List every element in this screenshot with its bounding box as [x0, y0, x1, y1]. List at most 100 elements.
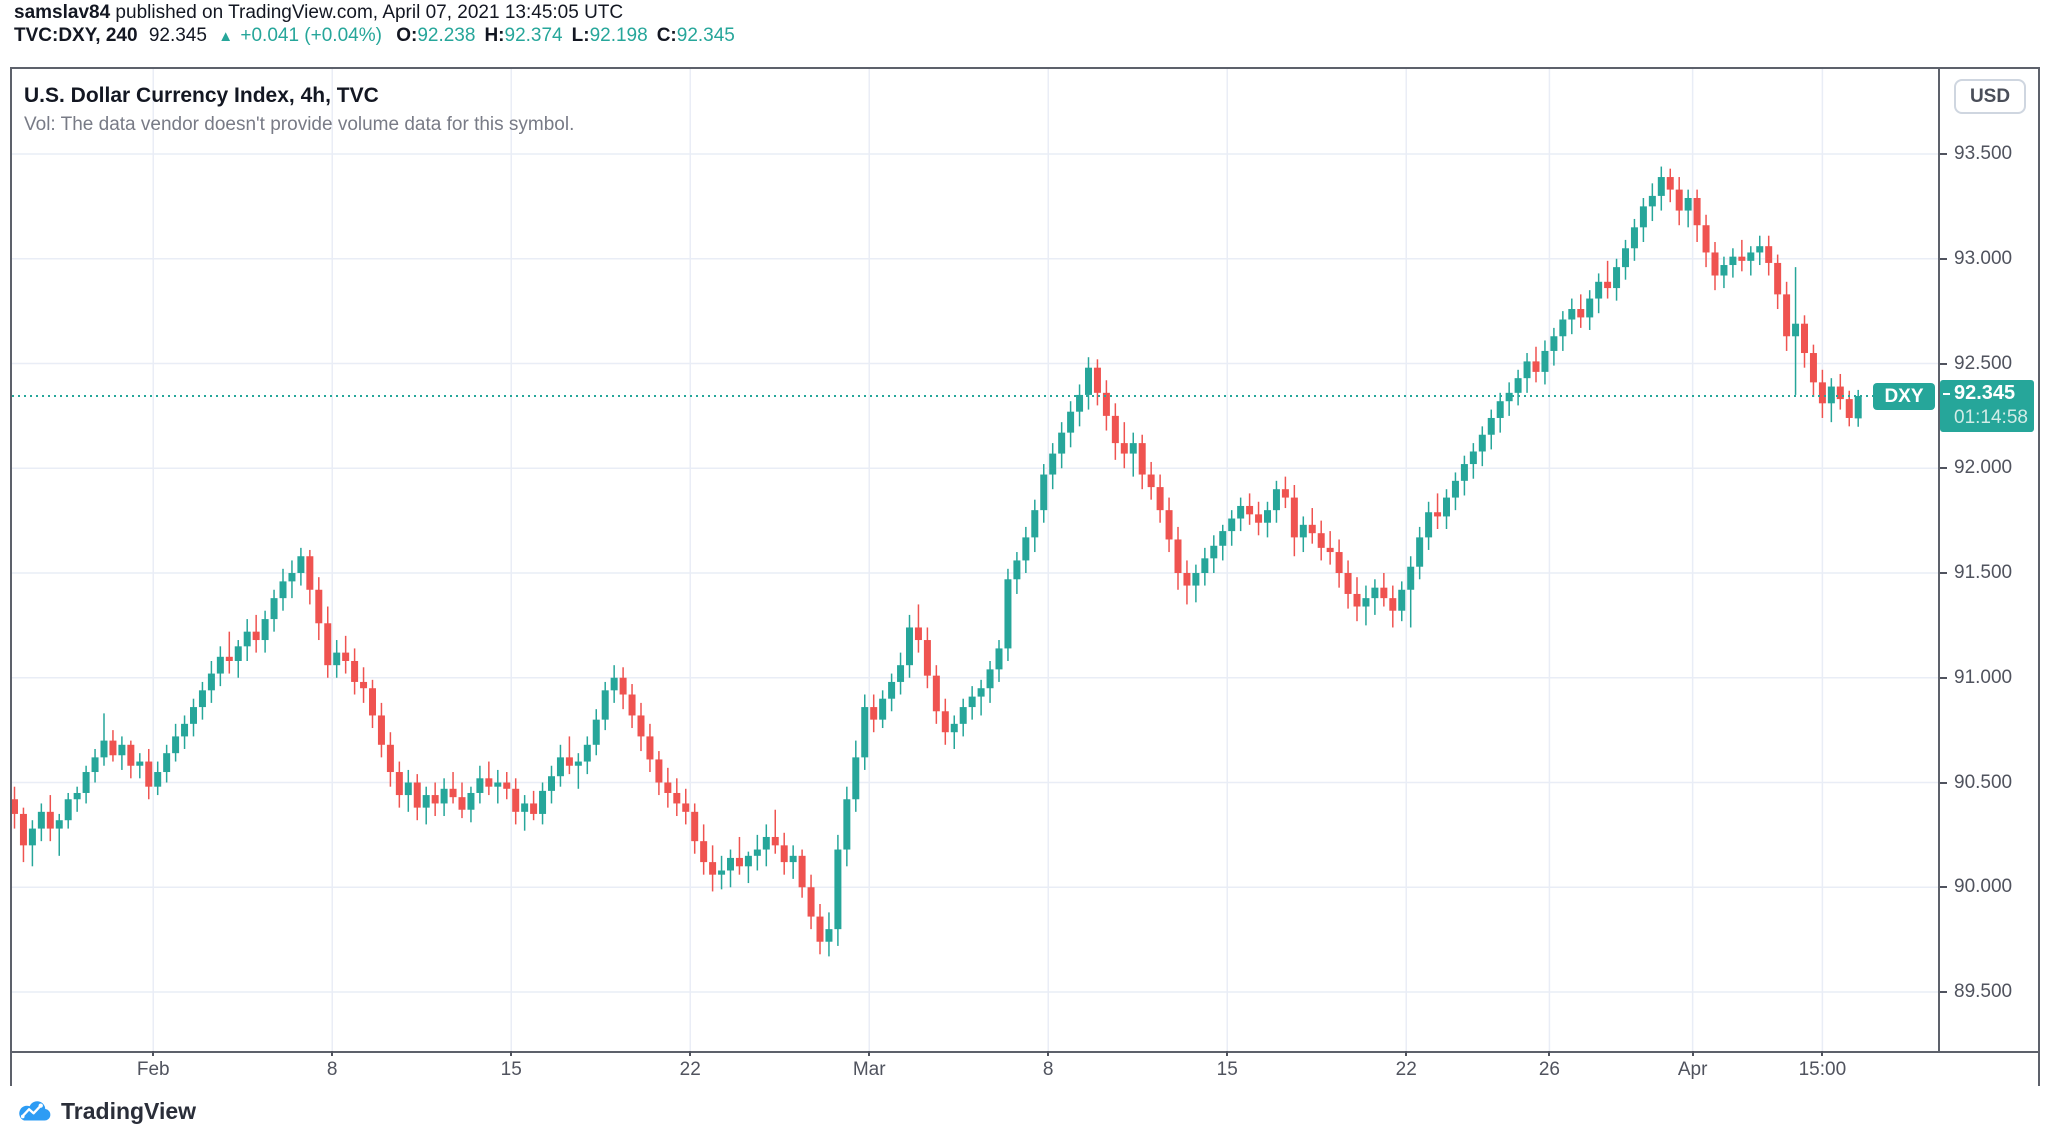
candle-up [789, 855, 797, 863]
candle-down [485, 778, 493, 787]
price-axis-label: 92.500 [1954, 352, 2013, 374]
price-tag-value: 92.345 [1954, 382, 2016, 404]
candle-down [1675, 189, 1683, 211]
candle-up [1496, 401, 1504, 418]
candle-up [583, 744, 591, 762]
ohlc-label: C: [656, 25, 677, 46]
candle-up [1362, 598, 1370, 607]
candle-up [1827, 386, 1835, 404]
candle-up [261, 619, 269, 641]
candle-down [816, 916, 824, 942]
candle-down [1693, 197, 1701, 226]
candle-up [136, 761, 144, 766]
price-change: +0.041 (+0.04%) [240, 25, 382, 46]
candle-down [1326, 547, 1334, 553]
candle-down [315, 589, 323, 624]
price-tick [1940, 153, 1947, 155]
ohlc-label: O: [396, 25, 418, 46]
candle-down [252, 631, 260, 641]
candle-up [1469, 451, 1477, 465]
time-axis[interactable]: Feb 8 15 22 Mar 8 15 22 26 Apr 15:00 [12, 1051, 2038, 1086]
candle-down [1577, 309, 1585, 318]
candle-down [145, 761, 153, 787]
candle-up [968, 696, 976, 708]
candle-up [1756, 246, 1764, 253]
candle-down [1380, 587, 1388, 599]
price-axis[interactable]: USD 93.500 93.000 92.500 92.000 91.500 91.000… [1938, 69, 2038, 1084]
candle-down [682, 803, 690, 812]
candle-up [1443, 497, 1450, 517]
candle-up [1004, 579, 1012, 649]
candle-down [1711, 252, 1719, 276]
candle-up [1684, 197, 1692, 211]
candle-up [100, 740, 108, 758]
symbol-status-line: TVC:DXY, 240 92.345 ▲ +0.041 (+0.04%) O:… [14, 25, 735, 48]
price-axis-label: 89.500 [1954, 981, 2013, 1002]
candle-up [440, 788, 448, 804]
ohlc-readout: O:92.238 H:92.374 L:92.198 C:92.345 [387, 25, 735, 46]
candle-up [1013, 560, 1021, 580]
candle-up [1460, 464, 1468, 481]
time-tick [1691, 1051, 1694, 1056]
currency-usd-button[interactable]: USD [1954, 79, 2026, 114]
candle-up [190, 707, 197, 724]
candle-up [64, 799, 72, 821]
candle-up [1523, 361, 1531, 379]
candle-down [1738, 256, 1746, 261]
candle-up [950, 723, 958, 733]
candle-up [1586, 298, 1594, 318]
candle-up [118, 744, 126, 756]
candle-down [1389, 598, 1397, 611]
candle-down [1532, 361, 1540, 372]
candle-down [637, 715, 645, 737]
time-axis-label: 22 [679, 1059, 701, 1080]
candle-up [1219, 531, 1227, 546]
candle-up [825, 929, 833, 942]
candle-up [476, 778, 484, 793]
time-tick [510, 1051, 513, 1056]
candle-up [1272, 489, 1280, 511]
candlestick-chart[interactable] [12, 69, 1938, 1051]
price-tick [1940, 572, 1947, 574]
time-axis-label: 8 [1042, 1059, 1054, 1080]
candle-down [369, 688, 376, 716]
candle-up [574, 761, 582, 766]
candle-up [1657, 177, 1665, 196]
candle-down [691, 811, 699, 842]
candle-up [539, 790, 547, 814]
candle-up [207, 673, 215, 691]
candle-up [959, 707, 967, 724]
candle-down [1353, 593, 1361, 607]
candle-down [1147, 474, 1155, 488]
candle-up [1425, 512, 1433, 538]
candle-down [1604, 281, 1612, 289]
price-tick [1940, 257, 1947, 260]
candle-down [351, 660, 359, 682]
ohlc-value: 92.238 [417, 25, 476, 46]
candle-up [1058, 432, 1066, 454]
candle-down [127, 744, 135, 766]
candle-up [1228, 518, 1236, 532]
candle-up [548, 776, 555, 791]
ohlc-label: H: [484, 25, 505, 46]
candle-down [386, 744, 394, 773]
candle-up [762, 836, 770, 850]
candle-up [986, 669, 994, 689]
candle-down [735, 857, 743, 867]
candle-up [1595, 281, 1603, 299]
candle-down [1317, 533, 1325, 548]
price-axis-label: 93.500 [1954, 143, 2013, 164]
candle-up [1237, 505, 1245, 519]
chart-frame: U.S. Dollar Currency Index, 4h, TVC Vol:… [10, 67, 2040, 1086]
time-axis-label: 15 [1216, 1059, 1238, 1080]
candle-down [1335, 552, 1343, 573]
candle-up [181, 723, 189, 737]
tradingview-logo[interactable]: TradingView [16, 1098, 196, 1125]
candle-down [1111, 415, 1119, 444]
candle-down [1765, 246, 1773, 263]
candle-up [1022, 537, 1030, 561]
time-tick [152, 1051, 155, 1056]
candle-up [1622, 248, 1629, 268]
candle-down [1120, 443, 1128, 454]
price-tick [1940, 886, 1947, 889]
